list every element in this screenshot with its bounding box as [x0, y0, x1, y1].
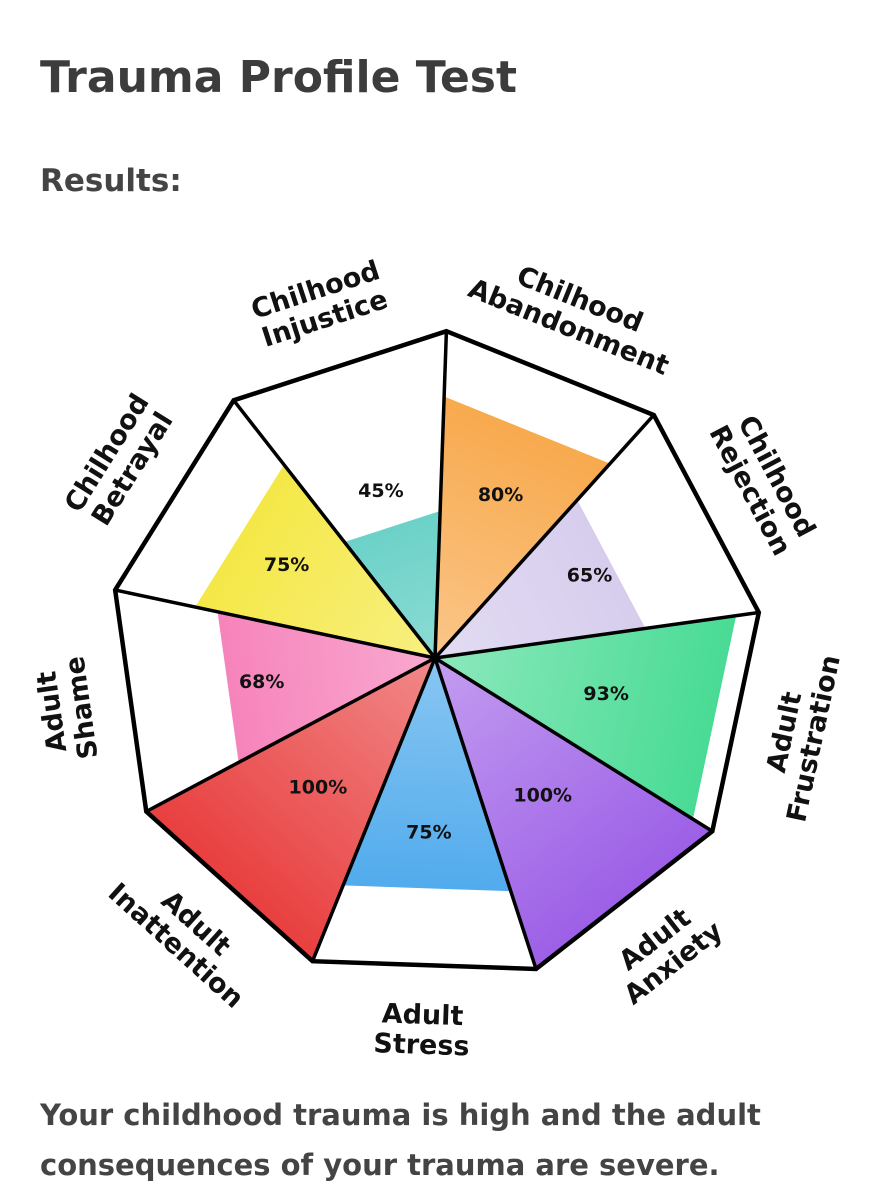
spoke [434, 610, 760, 660]
subtitle: Results: [40, 163, 182, 199]
sector [344, 510, 441, 658]
value-label: 80% [478, 484, 523, 506]
sector [435, 615, 737, 820]
category-label: AdultFrustration [752, 646, 847, 825]
value-label: 93% [583, 683, 628, 705]
spoke [433, 657, 538, 970]
page-title: Trauma Profile Test [40, 52, 518, 103]
sector [435, 396, 611, 658]
sector [195, 464, 435, 658]
spoke [310, 657, 437, 962]
value-label: 45% [358, 480, 403, 502]
category-label: AdultStress [373, 998, 471, 1062]
sector [435, 500, 646, 658]
value-label: 68% [239, 671, 284, 693]
conclusion: Your childhood trauma is high and the ad… [40, 1098, 761, 1182]
sector [343, 658, 511, 892]
spoke [433, 413, 656, 660]
spoke [433, 331, 449, 659]
category-label: AdultShame [30, 654, 105, 765]
value-label: 75% [406, 821, 451, 843]
spoke [145, 656, 436, 814]
value-label: 75% [264, 554, 309, 576]
value-label: 100% [289, 777, 348, 799]
spoke [232, 399, 437, 660]
sector [217, 611, 435, 763]
sector [146, 658, 436, 962]
value-label: 65% [567, 564, 612, 586]
spoke [114, 588, 436, 660]
sector [435, 658, 713, 969]
chart-outline [112, 328, 762, 972]
value-label: 100% [513, 784, 572, 806]
category-label: AdultAnxiety [600, 892, 729, 1011]
spoke [434, 656, 714, 833]
category-label: ChilhoodInjustice [247, 255, 393, 354]
